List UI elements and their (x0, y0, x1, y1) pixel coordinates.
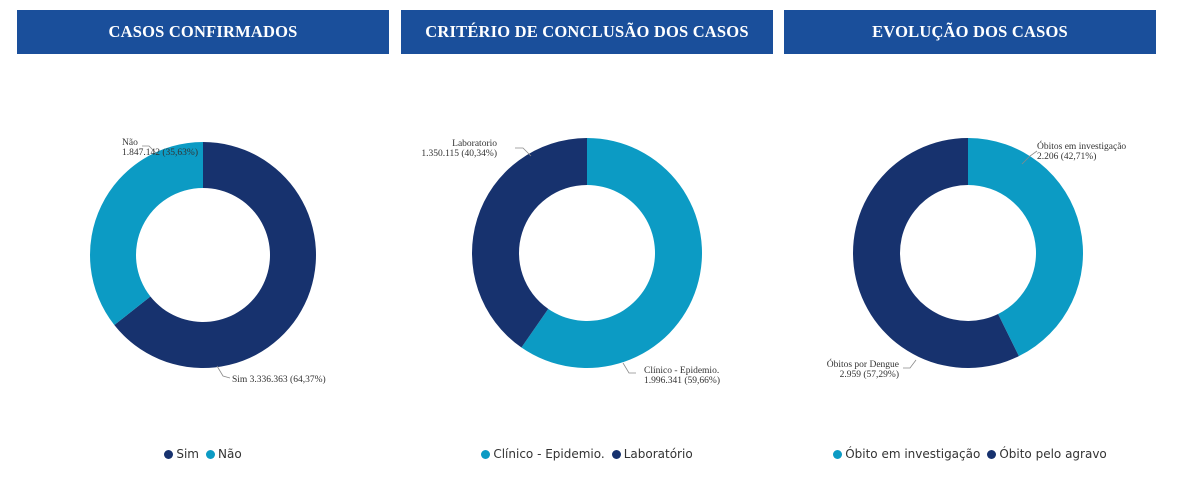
chart-legend: Clínico - Epidemio. Laboratório (401, 447, 773, 461)
donut-slice[interactable] (968, 138, 1083, 357)
slice-label: Laboratorio 1.350.115 (40,34%) (421, 139, 497, 159)
slice-label: Óbitos por Dengue 2.959 (57,29%) (827, 358, 899, 380)
slice-label: Sim 3.336.363 (64,37%) (232, 374, 326, 385)
legend-item[interactable]: Óbito em investigação (833, 447, 980, 461)
legend-swatch (481, 449, 491, 459)
panel-title: EVOLUÇÃO DOS CASOS (784, 10, 1156, 54)
donut-chart-casos-confirmados: Sim 3.336.363 (64,37%) Não 1.847.142 (35,6… (90, 138, 326, 385)
slice-label: Óbitos em investigação 2.206 (42,71%) (1037, 140, 1126, 162)
legend-label: Laboratório (623, 447, 693, 461)
donut-slice[interactable] (521, 138, 702, 368)
legend-label: Não (217, 447, 242, 461)
legend-label: Clínico - Epidemio. (493, 447, 605, 461)
legend-swatch (611, 449, 621, 459)
legend-swatch (164, 449, 174, 459)
donut-chart-evolucao-casos: Óbitos em investigação 2.206 (42,71%) Óbit… (827, 138, 1126, 380)
donut-slice[interactable] (114, 142, 317, 369)
legend-label: Óbito em investigação (845, 447, 981, 461)
chart-legend: Óbito em investigação Óbito pelo agravo (784, 447, 1156, 461)
legend-item[interactable]: Clínico - Epidemio. (481, 447, 605, 461)
donut-slice[interactable] (90, 142, 203, 326)
panel-criterio-conclusao: CRITÉRIO DE CONCLUSÃO DOS CASOS Clínico … (401, 0, 773, 484)
label-leader-line (622, 362, 636, 374)
label-leader-line (142, 145, 158, 155)
label-leader-line (515, 147, 532, 157)
panel-title: CASOS CONFIRMADOS (17, 10, 389, 54)
legend-item[interactable]: Sim (164, 447, 199, 461)
donut-slice[interactable] (853, 138, 1019, 368)
panel-title: CRITÉRIO DE CONCLUSÃO DOS CASOS (401, 10, 773, 54)
chart-legend: Sim Não (17, 447, 389, 461)
slice-label: Clínico - Epidemio. 1.996.341 (59,66%) (644, 366, 720, 386)
legend-item[interactable]: Óbito pelo agravo (987, 447, 1107, 461)
slice-label: Não 1.847.142 (35,63%) (122, 138, 198, 158)
panel-casos-confirmados: CASOS CONFIRMADOS Sim 3.336.363 (64,37%)… (17, 0, 389, 484)
label-leader-line (1021, 150, 1038, 165)
label-leader-line (216, 365, 231, 379)
legend-item[interactable]: Não (205, 447, 242, 461)
legend-item[interactable]: Laboratório (611, 447, 693, 461)
donut-slice[interactable] (471, 138, 587, 348)
legend-swatch (205, 449, 215, 459)
panel-evolucao-casos: EVOLUÇÃO DOS CASOS Óbitos em investigaçã… (784, 0, 1156, 484)
label-leader-line (903, 359, 917, 369)
legend-swatch (987, 449, 997, 459)
donut-chart-criterio-conclusao: Clínico - Epidemio. 1.996.341 (59,66%) Lab… (421, 138, 720, 386)
legend-swatch (833, 449, 843, 459)
legend-label: Óbito pelo agravo (999, 447, 1107, 461)
legend-label: Sim (176, 447, 199, 461)
